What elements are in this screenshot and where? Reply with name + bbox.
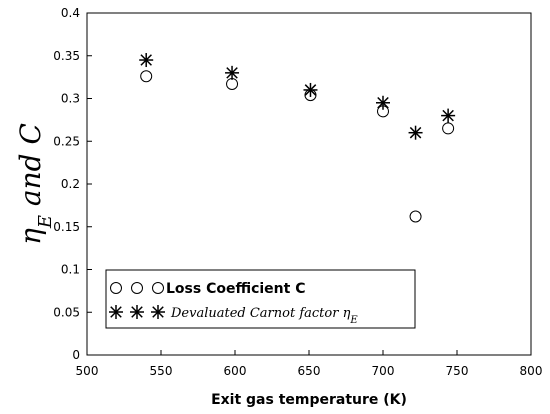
- y-axis-title-eta: η: [14, 228, 47, 245]
- series-carnot-factor: [139, 53, 456, 140]
- y-axis-ticks: 0 0.05 0.1 0.15 0.2 0.25 0.3 0.35 0.4: [53, 6, 92, 362]
- data-point-asterisk: [376, 95, 390, 110]
- y-axis-title: ηE and C: [14, 123, 56, 245]
- x-tick-label: 600: [224, 364, 247, 378]
- legend-marker-asterisk: [109, 305, 123, 319]
- legend-label-loss-coefficient: Loss Coefficient C: [166, 281, 305, 297]
- x-tick-label: 650: [298, 364, 321, 378]
- x-tick-label: 750: [446, 364, 469, 378]
- x-axis-ticks: 500 550 600 650 700 750 800: [76, 350, 543, 378]
- y-tick-label: 0.2: [61, 177, 80, 191]
- y-axis-title-sub: E: [35, 215, 56, 229]
- data-point-asterisk: [303, 82, 318, 97]
- legend-markers-circle: [110, 282, 164, 294]
- y-tick-label: 0.4: [61, 6, 80, 20]
- y-tick-label: 0.05: [53, 305, 80, 319]
- data-point-circle: [140, 70, 153, 83]
- legend-marker-circle: [152, 282, 164, 294]
- y-tick-label: 0.15: [53, 220, 80, 234]
- legend-markers-asterisk: [109, 305, 165, 319]
- x-tick-label: 800: [520, 364, 543, 378]
- x-axis-title: Exit gas temperature (K): [211, 392, 407, 408]
- legend: Loss Coefficient C Devaluated Carnot fac…: [105, 269, 416, 329]
- legend-label-carnot-main: Devaluated Carnot factor η: [170, 306, 351, 321]
- legend-marker-circle: [131, 282, 143, 294]
- data-point-circle: [442, 122, 455, 135]
- legend-label-carnot-sub: E: [349, 315, 358, 326]
- data-point-circle: [226, 77, 239, 90]
- x-tick-label: 500: [76, 364, 99, 378]
- data-point-asterisk: [139, 53, 154, 68]
- data-point-asterisk: [225, 65, 240, 80]
- legend-marker-asterisk: [130, 305, 144, 319]
- svg-text:ηE and C: ηE and C: [14, 123, 56, 245]
- legend-label-carnot-factor: Devaluated Carnot factor ηE: [170, 306, 358, 326]
- series-loss-coefficient: [140, 70, 455, 223]
- data-point-asterisk: [408, 125, 423, 140]
- y-tick-label: 0.1: [61, 263, 80, 277]
- y-tick-label: 0.3: [61, 92, 80, 106]
- legend-marker-circle: [110, 282, 122, 294]
- data-point-circle: [409, 210, 422, 223]
- y-tick-label: 0.35: [53, 49, 80, 63]
- y-tick-label: 0: [72, 348, 80, 362]
- y-tick-label: 0.25: [53, 134, 80, 148]
- y-axis-title-rest: and C: [14, 123, 47, 215]
- data-point-asterisk: [441, 108, 456, 123]
- x-tick-label: 700: [372, 364, 395, 378]
- data-markers: [139, 53, 456, 223]
- legend-marker-asterisk: [151, 305, 165, 319]
- x-tick-label: 550: [150, 364, 173, 378]
